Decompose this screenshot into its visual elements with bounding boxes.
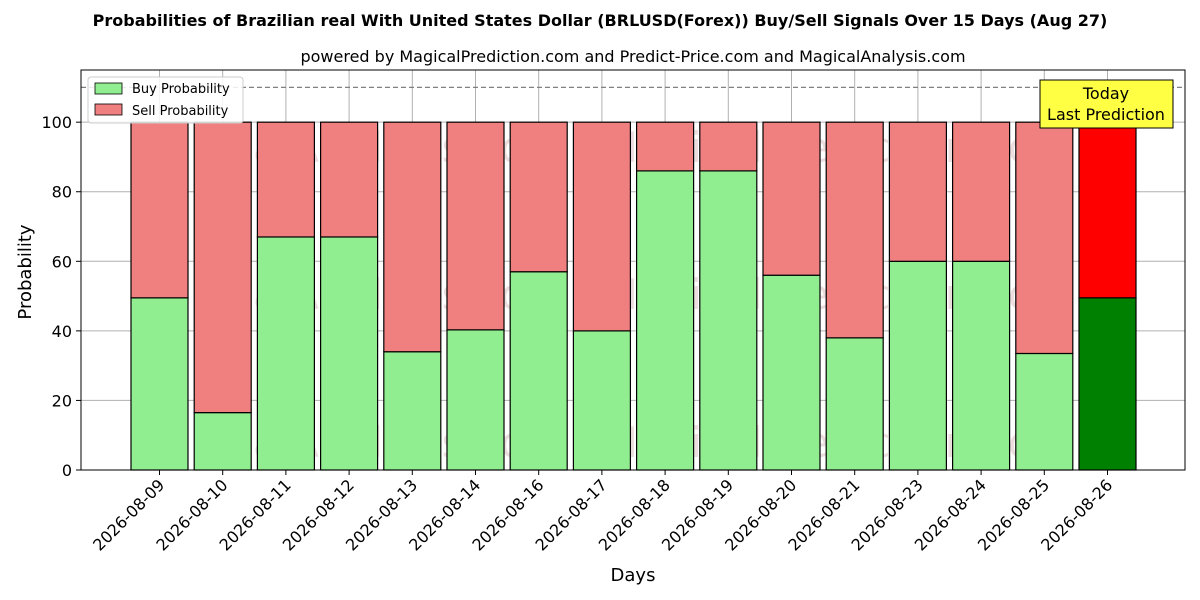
bar-buy [509,271,568,471]
bar-buy [951,260,1011,471]
legend-label-sell: Sell Probability [132,104,229,119]
bar-sell [130,121,189,299]
legend-swatch-buy [94,82,123,95]
bar-sell [888,121,948,262]
bar-sell [1078,121,1137,299]
bar-sell [699,121,758,172]
bar-sell [320,121,379,238]
bar-buy [572,330,632,471]
y-axis-label: Probability [15,224,36,319]
bar-sell [635,121,695,172]
plot-frame [80,69,1186,471]
bar-sell [825,121,884,339]
bar-sell [762,121,821,276]
bar-sell [446,121,505,331]
bar-buy [699,170,758,471]
legend-label-buy: Buy Probability [132,82,230,97]
y-tick-label: 80 [52,183,72,202]
today-annotation: Today Last Prediction [1039,79,1174,129]
x-axis: 2026-08-092026-08-102026-08-112026-08-12… [89,470,1116,555]
x-axis-label: Days [611,565,656,586]
bar-sell [951,121,1011,262]
legend-swatch-sell [94,103,123,116]
bar-sell [1015,121,1074,355]
annotation-line2: Last Prediction [1047,105,1165,124]
annotation-box [1039,79,1174,129]
legend: Buy Probability Sell Probability [87,76,244,124]
bar-sell [256,121,315,238]
annotation-line1: Today [1082,84,1129,103]
chart-title: Probabilities of Brazilian real With Uni… [93,11,1108,30]
bar-buy [446,329,505,471]
bar-buy [193,412,252,471]
bar-buy [256,236,315,471]
y-tick-label: 20 [52,391,72,410]
bar-buy [320,236,379,471]
y-tick-label: 0 [62,461,72,480]
y-tick-label: 100 [41,113,72,132]
bars [130,121,1137,471]
bar-sell [509,121,568,273]
y-tick-label: 60 [52,252,72,271]
bar-buy [1015,352,1074,471]
y-tick-label: 40 [52,322,72,341]
bar-buy [825,337,884,471]
bar-buy [1078,297,1137,471]
bar-buy [762,274,821,471]
legend-box [87,76,244,124]
bar-buy [383,351,442,471]
bar-buy [635,170,695,471]
chart-subtitle: powered by MagicalPrediction.com and Pre… [300,47,965,66]
bar-buy [130,297,189,471]
bar-sell [383,121,442,353]
bar-buy [888,260,948,471]
y-axis: 0 20 40 60 80 100 [41,113,81,480]
bar-sell [572,121,632,332]
bar-sell [193,121,252,414]
